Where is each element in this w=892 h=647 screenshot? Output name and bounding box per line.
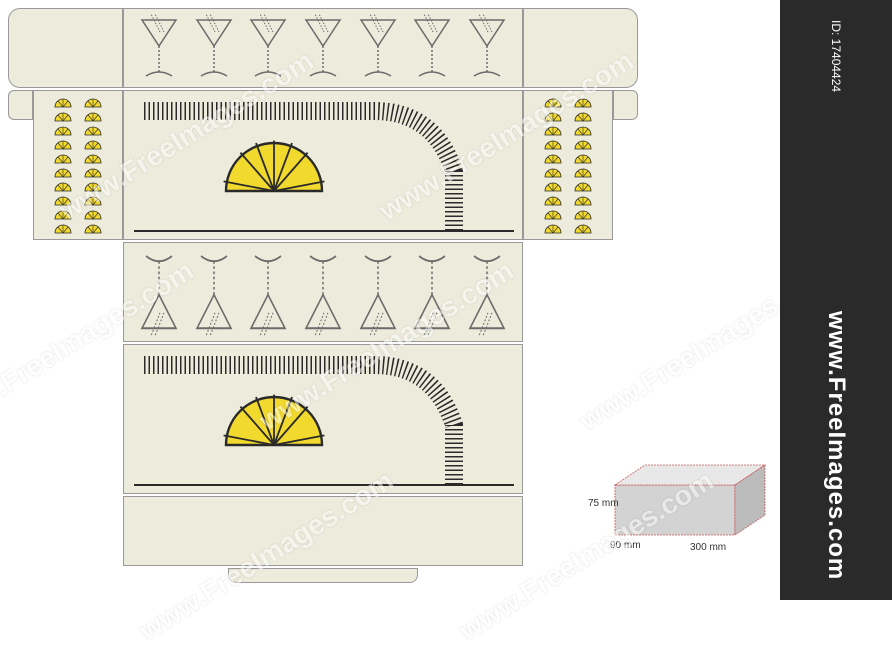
side-panel-left [33,90,123,240]
lemon-icon [84,152,102,164]
martini-glass-icon [245,248,291,336]
lemon-icon [54,208,72,220]
lemon-icon [84,222,102,234]
lemon-icon [574,96,592,108]
martini-glass-icon [300,14,346,82]
dim-width-label: 300 mm [690,542,726,553]
flap-top-center [123,8,523,88]
lemon-icon [54,222,72,234]
stock-sidebar: ID: 17404424 www.FreeImages.com [780,0,892,600]
lemon-icon [574,222,592,234]
lemon-icon [84,96,102,108]
curve-art [124,345,524,495]
lemon-column [570,91,596,239]
lemon-icon [84,194,102,206]
martini-glass-icon [464,248,510,336]
lemon-icon [54,110,72,122]
back-panel [123,344,523,494]
tab-right [613,90,638,120]
box-3d-preview: 75 mm 90 mm 300 mm [590,460,770,570]
main-area: 75 mm 90 mm 300 mm www.FreeImages.com ww… [0,0,780,600]
image-id-label: ID: 17404424 [829,20,843,92]
lemon-icon [544,110,562,122]
lemon-icon [574,124,592,136]
lemon-icon [84,166,102,178]
dim-height-label: 75 mm [588,498,619,509]
lemon-icon [54,152,72,164]
martini-glass-icon [409,248,455,336]
lemon-icon [84,138,102,150]
martini-glass-icon [245,14,291,82]
lemon-column [80,91,106,239]
lemon-icon [544,180,562,192]
martini-glass-icon [355,248,401,336]
lemon-icon [574,194,592,206]
lemon-icon [574,166,592,178]
bottom-panel [123,242,523,342]
martini-row-inverted [124,243,522,341]
lemon-icon [54,194,72,206]
martini-glass-icon [191,248,237,336]
curve-art [124,91,524,241]
lemon-icon [574,110,592,122]
martini-glass-icon [409,14,455,82]
lemon-icon [574,152,592,164]
lemon-icon [574,180,592,192]
lemon-icon [544,166,562,178]
martini-row-top [124,9,522,87]
martini-glass-icon [300,248,346,336]
flap-top-right [523,8,638,88]
lemon-icon [54,96,72,108]
lemon-icon [544,138,562,150]
lemon-icon [544,124,562,136]
lemon-icon [574,208,592,220]
bottom-closure-flap [123,496,523,566]
martini-glass-icon [464,14,510,82]
front-panel [123,90,523,240]
martini-glass-icon [191,14,237,82]
lemon-icon [54,180,72,192]
dieline-template [8,8,672,588]
lemon-column [50,91,76,239]
lemon-icon [84,110,102,122]
martini-glass-icon [355,14,401,82]
lemon-icon [544,208,562,220]
side-panel-right [523,90,613,240]
dim-depth-label: 90 mm [610,540,641,551]
lemon-icon [544,96,562,108]
lemon-icon [54,124,72,136]
tab-left [8,90,33,120]
lemon-icon [544,194,562,206]
martini-glass-icon [136,14,182,82]
martini-glass-icon [136,248,182,336]
lemon-icon [544,152,562,164]
flap-top-left [8,8,123,88]
lemon-icon [84,124,102,136]
lemon-icon [54,138,72,150]
lemon-column [540,91,566,239]
brand-label: www.FreeImages.com [822,311,850,580]
lemon-icon [84,208,102,220]
bottom-lock-tab [228,568,418,583]
lemon-icon [54,166,72,178]
lemon-icon [574,138,592,150]
lemon-icon [84,180,102,192]
lemon-icon [544,222,562,234]
